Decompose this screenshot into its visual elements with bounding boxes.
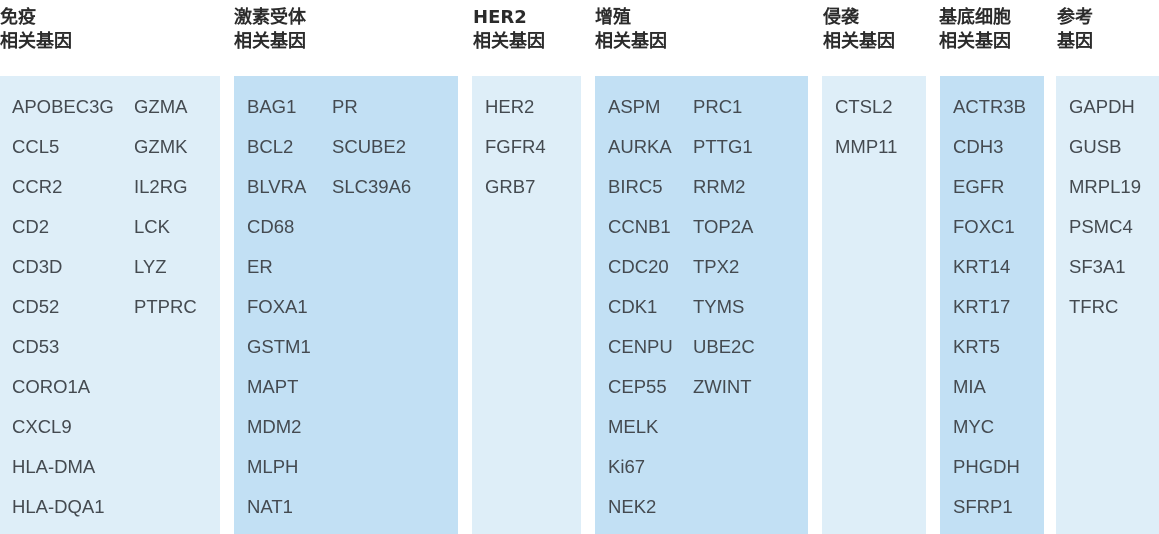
gene-cdc20: CDC20 (608, 256, 669, 277)
gene-tyms: TYMS (693, 296, 745, 317)
gene-krt17: KRT17 (953, 296, 1011, 317)
gene-sfrp1: SFRP1 (953, 496, 1013, 517)
gene-foxc1: FOXC1 (953, 216, 1015, 237)
header-immune: 免疫 相关基因 (0, 7, 72, 52)
gene-lck: LCK (134, 216, 170, 237)
gene-gzmk: GZMK (134, 136, 188, 157)
gene-bcl2: BCL2 (247, 136, 294, 157)
gene-tfrc: TFRC (1069, 296, 1119, 317)
gene-ccnb1: CCNB1 (608, 216, 671, 237)
gene-myc: MYC (953, 416, 995, 437)
gene-hla-dma: HLA-DMA (12, 456, 96, 477)
gene-apobec3g: APOBEC3G (12, 96, 114, 117)
gene-cdk1: CDK1 (608, 296, 658, 317)
gene-gusb: GUSB (1069, 136, 1122, 157)
gene-foxa1: FOXA1 (247, 296, 308, 317)
column-proliferation (595, 76, 808, 534)
gene-bag1: BAG1 (247, 96, 297, 117)
gene-mlph: MLPH (247, 456, 299, 477)
gene-lyz: LYZ (134, 256, 167, 277)
gene-prc1: PRC1 (693, 96, 743, 117)
gene-nat1: NAT1 (247, 496, 293, 517)
gene-mmp11: MMP11 (835, 136, 898, 157)
gene-cd68: CD68 (247, 216, 295, 237)
gene-cep55: CEP55 (608, 376, 667, 397)
gene-fgfr4: FGFR4 (485, 136, 546, 157)
gene-mia: MIA (953, 376, 986, 397)
gene-cdh3: CDH3 (953, 136, 1004, 157)
gene-psmc4: PSMC4 (1069, 216, 1133, 237)
gene-il2rg: IL2RG (134, 176, 188, 197)
column-invasion (822, 76, 926, 534)
gene-sf3a1: SF3A1 (1069, 256, 1126, 277)
header-proliferation: 增殖 相关基因 (595, 7, 667, 52)
gene-grb7: GRB7 (485, 176, 536, 197)
gene-ube2c: UBE2C (693, 336, 755, 357)
column-hormone (234, 76, 458, 534)
column-reference (1056, 76, 1159, 534)
gene-ctsl2: CTSL2 (835, 96, 893, 117)
header-basal: 基底细胞 相关基因 (939, 7, 1011, 52)
header-invasion: 侵袭 相关基因 (823, 7, 895, 52)
gene-egfr: EGFR (953, 176, 1005, 197)
gene-hla-dqa1: HLA-DQA1 (12, 496, 105, 517)
gene-coro1a: CORO1A (12, 376, 91, 397)
gene-mapt: MAPT (247, 376, 299, 397)
gene-aurka: AURKA (608, 136, 672, 157)
gene-scube2: SCUBE2 (332, 136, 407, 157)
gene-mdm2: MDM2 (247, 416, 302, 437)
gene-phgdh: PHGDH (953, 456, 1020, 477)
gene-mrpl19: MRPL19 (1069, 176, 1141, 197)
gene-aspm: ASPM (608, 96, 661, 117)
gene-cenpu: CENPU (608, 336, 673, 357)
gene-ccr2: CCR2 (12, 176, 63, 197)
gene-blvra: BLVRA (247, 176, 307, 197)
gene-zwint: ZWINT (693, 376, 752, 397)
gene-cd53: CD53 (12, 336, 60, 357)
gene-nek2: NEK2 (608, 496, 657, 517)
gene-cd3d: CD3D (12, 256, 63, 277)
gene-ptprc: PTPRC (134, 296, 197, 317)
gene-tpx2: TPX2 (693, 256, 740, 277)
column-immune (0, 76, 220, 534)
gene-pr: PR (332, 96, 358, 117)
gene-krt14: KRT14 (953, 256, 1011, 277)
gene-cd2: CD2 (12, 216, 50, 237)
column-her2 (472, 76, 581, 534)
column-basal (940, 76, 1044, 534)
gene-cxcl9: CXCL9 (12, 416, 72, 437)
gene-gstm1: GSTM1 (247, 336, 311, 357)
header-her2: HER2 相关基因 (473, 7, 545, 52)
gene-gzma: GZMA (134, 96, 188, 117)
gene-top2a: TOP2A (693, 216, 754, 237)
gene-cd52: CD52 (12, 296, 60, 317)
gene-ccl5: CCL5 (12, 136, 60, 157)
gene-ki67: Ki67 (608, 456, 646, 477)
gene-birc5: BIRC5 (608, 176, 663, 197)
gene-actr3b: ACTR3B (953, 96, 1026, 117)
gene-gapdh: GAPDH (1069, 96, 1135, 117)
gene-er: ER (247, 256, 273, 277)
gene-slc39a6: SLC39A6 (332, 176, 412, 197)
gene-pttg1: PTTG1 (693, 136, 753, 157)
header-reference: 参考 基因 (1057, 7, 1093, 52)
header-hormone: 激素受体 相关基因 (234, 7, 306, 52)
gene-krt5: KRT5 (953, 336, 1000, 357)
gene-melk: MELK (608, 416, 659, 437)
gene-her2: HER2 (485, 96, 535, 117)
gene-rrm2: RRM2 (693, 176, 746, 197)
